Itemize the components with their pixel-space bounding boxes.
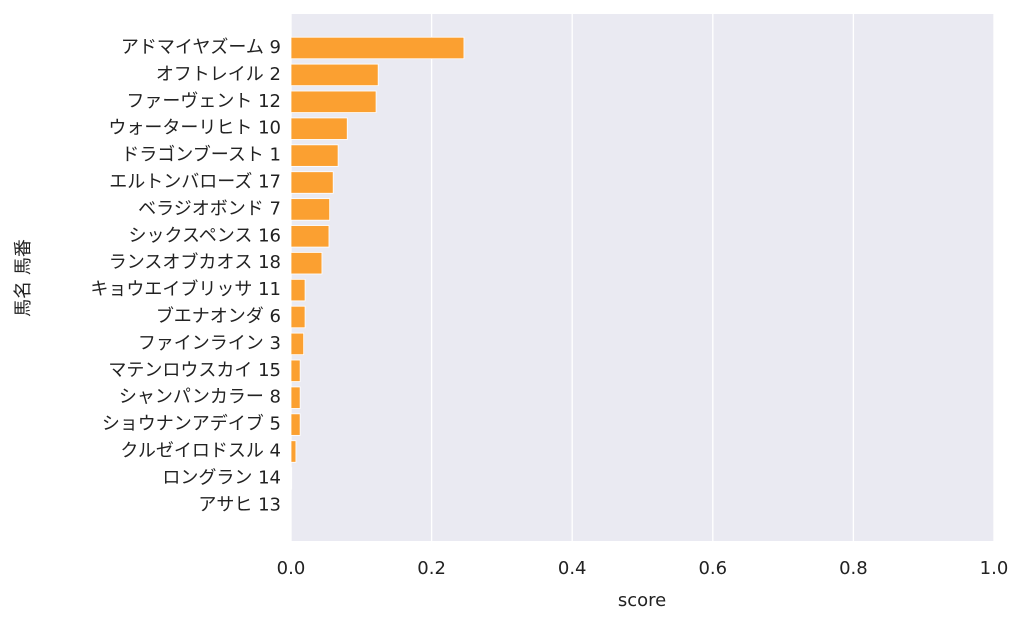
y-tick-label: キョウエイブリッサ 11 — [90, 278, 281, 300]
y-tick-label: ドラゴンブースト 1 — [121, 144, 281, 166]
bar — [290, 332, 305, 356]
bar — [290, 305, 306, 329]
bar — [290, 278, 306, 302]
x-tick-label: 0.8 — [839, 558, 868, 579]
bar — [290, 225, 330, 248]
y-tick-label: ロングラン 14 — [162, 467, 281, 488]
bar — [290, 36, 465, 60]
y-tick-label: マテンロウスカイ 15 — [108, 360, 281, 381]
y-tick-label: ブエナオンダ 6 — [156, 305, 281, 327]
y-tick-label: クルゼイロドスル 4 — [120, 441, 281, 462]
y-tick-label: ショウナンアデイブ 5 — [102, 413, 281, 435]
bar — [290, 117, 348, 140]
bar — [290, 252, 323, 275]
y-tick-label: エルトンバローズ 17 — [109, 172, 281, 193]
bar — [290, 90, 377, 113]
y-tick-label: ファーヴェント 12 — [126, 91, 281, 112]
x-tick-label: 0.6 — [698, 558, 727, 579]
x-tick-label: 1.0 — [980, 558, 1009, 579]
bar — [290, 63, 379, 87]
y-tick-label: シャンパンカラー 8 — [119, 387, 281, 408]
bar — [290, 467, 293, 490]
plot-area — [291, 14, 994, 541]
y-tick-label: オフトレイル 2 — [156, 64, 281, 85]
y-tick-label: アドマイヤズーム 9 — [121, 37, 281, 58]
y-axis-label: 馬名 馬番 — [13, 239, 34, 317]
bar — [290, 198, 331, 221]
bar — [290, 440, 297, 463]
x-tick-label: 0.2 — [417, 558, 446, 579]
bar — [290, 359, 301, 382]
y-tick-label: ウォーターリヒト 10 — [108, 118, 281, 139]
bar — [290, 413, 301, 436]
bar — [290, 386, 301, 409]
bar — [290, 171, 334, 194]
y-tick-label: シックスペンス 16 — [129, 225, 281, 246]
x-axis-label: score — [618, 590, 666, 611]
y-tick-label: アサヒ 13 — [198, 494, 281, 515]
y-tick-label: ランスオブカオス 18 — [109, 251, 281, 273]
x-tick-label: 0.0 — [277, 558, 306, 579]
y-tick-label: ベラジオボンド 7 — [138, 198, 281, 219]
y-tick-label: ファインライン 3 — [138, 333, 281, 354]
x-tick-label: 0.4 — [558, 558, 587, 579]
bar — [290, 144, 339, 167]
